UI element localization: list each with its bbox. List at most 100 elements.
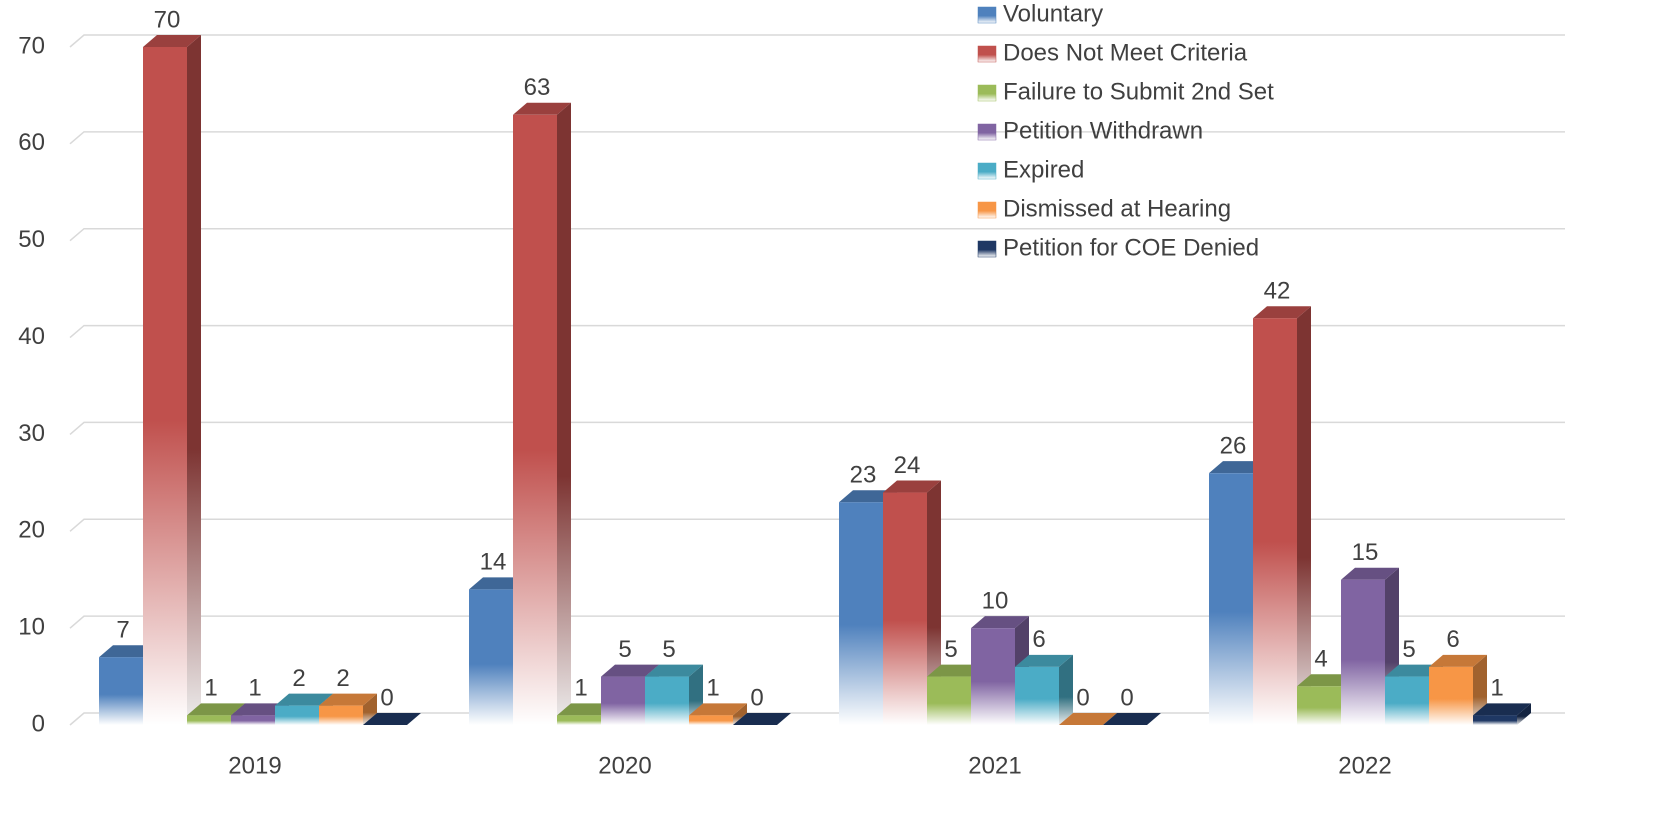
bar [1253,318,1297,725]
bar-top [1209,461,1267,474]
y-tick-label: 70 [18,32,45,59]
data-label: 0 [380,684,393,711]
bar-top [1103,713,1161,725]
bar [557,715,601,725]
bar-side [733,703,747,725]
bar [187,715,231,725]
data-label: 14 [480,549,507,576]
data-label: 5 [618,636,631,663]
data-label: 1 [706,675,719,702]
data-label: 63 [524,74,551,101]
bar-top [689,703,747,716]
data-label: 1 [204,675,217,702]
bar-top [469,577,527,590]
bar-top [1473,703,1531,716]
bar [275,705,319,725]
bar-side [1059,654,1073,725]
data-label: 24 [894,452,921,479]
bar-top [1341,567,1399,580]
data-label: 4 [1314,646,1327,673]
bar [1429,666,1473,725]
legend-label: Petition for COE Denied [1003,234,1259,261]
bar-top [319,693,377,706]
bar [469,589,513,725]
data-label: 0 [750,684,763,711]
bar-top [557,703,615,716]
legend-swatch [977,201,997,219]
bar-top [1059,713,1117,725]
bar [927,676,971,725]
data-label: 6 [1446,626,1459,653]
data-label: 26 [1220,433,1247,460]
data-label: 5 [944,636,957,663]
bar-top [187,703,245,716]
legend-label: Dismissed at Hearing [1003,195,1231,222]
grid-line [69,518,1565,532]
legend-swatch [977,6,997,24]
grid-line [69,227,1565,242]
bar-top [1297,674,1355,687]
bar [99,657,143,725]
bar-side [1297,306,1311,725]
bar-top [513,102,571,115]
bar-side [927,480,941,725]
bar-top [1429,654,1487,667]
data-label: 1 [1490,675,1503,702]
bar [645,676,689,725]
bar-side [1517,703,1531,725]
bar-top [1015,654,1073,667]
x-tick-label: 2021 [968,752,1021,779]
legend-label: Does Not Meet Criteria [1003,39,1248,66]
legend-swatch [977,45,997,63]
legend-swatch [977,84,997,102]
bar [839,502,883,725]
bar [1297,686,1341,725]
bar-top [99,645,157,658]
grid-line [69,421,1565,435]
bar-top [883,480,941,493]
data-label: 10 [982,587,1009,614]
x-tick-label: 2022 [1338,752,1391,779]
bar-side [363,693,377,725]
x-tick-label: 2019 [228,752,281,779]
data-label: 7 [116,617,129,644]
legend-label: Expired [1003,156,1084,183]
data-label: 6 [1032,626,1045,653]
grid-line [69,131,1565,145]
data-label: 5 [662,636,675,663]
bar [513,114,557,726]
y-tick-label: 60 [18,129,45,156]
data-label: 1 [248,675,261,702]
bar [1473,715,1517,725]
bar [1209,473,1253,725]
bar-top [839,490,897,503]
bar [319,705,363,725]
bar [231,715,275,725]
grid-line [69,324,1565,339]
legend-label: Voluntary [1003,0,1103,27]
data-label: 1 [574,675,587,702]
y-tick-label: 40 [18,323,45,350]
data-label: 70 [154,6,181,33]
y-tick-label: 10 [18,613,45,640]
y-tick-label: 30 [18,420,45,447]
bar-side [187,35,201,725]
bar-top [601,664,659,677]
data-label: 42 [1264,278,1291,305]
bar [601,676,645,725]
x-tick-label: 2020 [598,752,651,779]
grid-line [69,615,1565,629]
bar-top [1253,306,1311,319]
bar-top [231,703,289,716]
legend-label: Failure to Submit 2nd Set [1003,78,1274,105]
bar [1341,579,1385,725]
bar-top [927,664,985,677]
y-tick-label: 20 [18,517,45,544]
bar [689,715,733,725]
bar-top [971,616,1029,629]
bar [1015,666,1059,725]
bar-side [557,102,571,726]
bar-top [363,713,421,725]
data-label: 2 [336,665,349,692]
